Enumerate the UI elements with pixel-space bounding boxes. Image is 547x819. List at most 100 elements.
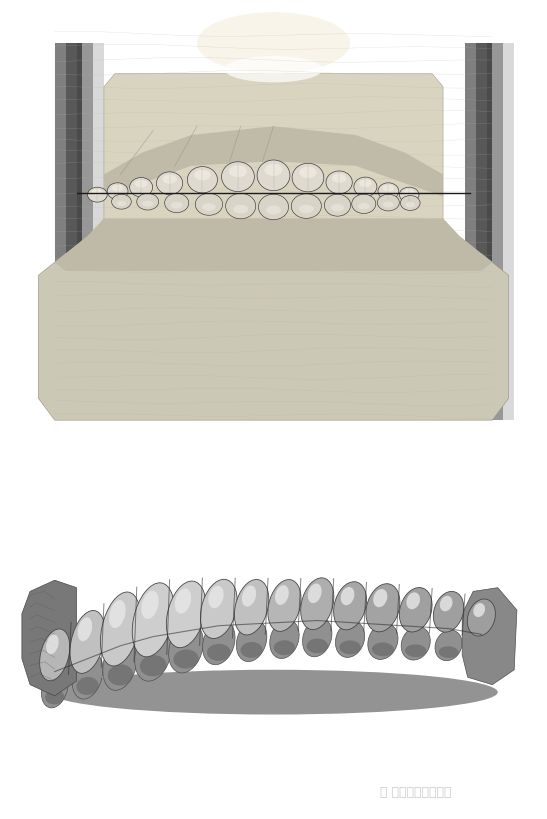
Ellipse shape [46,635,59,654]
Ellipse shape [39,629,70,681]
Ellipse shape [306,639,328,654]
Ellipse shape [299,168,317,179]
Ellipse shape [137,194,159,210]
Ellipse shape [383,186,394,192]
Ellipse shape [469,637,494,665]
Ellipse shape [352,195,376,215]
Ellipse shape [433,591,464,632]
Ellipse shape [202,204,216,211]
Ellipse shape [274,640,295,655]
Ellipse shape [166,581,206,648]
Ellipse shape [108,664,133,686]
Polygon shape [66,43,93,421]
Ellipse shape [270,620,299,658]
Ellipse shape [378,183,399,200]
Ellipse shape [292,164,324,192]
Ellipse shape [473,604,485,618]
Polygon shape [104,75,443,250]
Polygon shape [487,43,514,421]
Ellipse shape [241,642,263,658]
Ellipse shape [359,180,372,188]
Ellipse shape [266,206,281,215]
Ellipse shape [472,652,491,663]
Ellipse shape [440,596,452,612]
Ellipse shape [339,640,361,654]
Ellipse shape [308,584,322,604]
Text: 📱 浙一口腔正畸林军: 📱 浙一口腔正畸林军 [380,785,452,799]
Ellipse shape [168,623,203,673]
Ellipse shape [208,586,224,609]
Ellipse shape [401,627,430,660]
Ellipse shape [358,204,370,210]
Polygon shape [38,254,509,421]
Ellipse shape [299,206,314,214]
Ellipse shape [117,201,126,207]
Ellipse shape [92,190,103,196]
Ellipse shape [194,170,211,181]
Ellipse shape [335,622,365,658]
Ellipse shape [275,586,289,605]
Ellipse shape [224,57,323,84]
Ellipse shape [341,587,354,605]
Ellipse shape [332,174,346,183]
Ellipse shape [236,620,267,662]
Ellipse shape [195,194,223,216]
Ellipse shape [406,593,420,609]
Ellipse shape [135,626,172,681]
Ellipse shape [405,645,427,658]
Ellipse shape [368,623,398,659]
Ellipse shape [171,202,183,210]
Ellipse shape [435,631,462,661]
Ellipse shape [265,165,283,177]
Ellipse shape [235,580,269,636]
Polygon shape [104,127,443,197]
Polygon shape [476,43,503,421]
Ellipse shape [72,652,103,699]
Ellipse shape [103,635,138,690]
Ellipse shape [142,201,153,207]
Ellipse shape [354,178,377,197]
Ellipse shape [101,592,140,666]
Ellipse shape [207,644,231,661]
Ellipse shape [467,600,496,636]
Ellipse shape [383,202,394,208]
Ellipse shape [109,600,126,628]
Ellipse shape [78,618,92,641]
Ellipse shape [257,161,290,192]
Text: A: A [14,13,33,37]
Ellipse shape [242,586,256,607]
Ellipse shape [200,580,237,639]
Ellipse shape [77,677,98,695]
Ellipse shape [88,188,107,203]
Ellipse shape [197,13,350,75]
Ellipse shape [229,166,247,178]
Ellipse shape [135,181,148,188]
Ellipse shape [162,175,177,184]
Text: B: B [16,461,36,485]
Ellipse shape [132,583,174,657]
Ellipse shape [112,186,123,192]
Ellipse shape [130,179,153,197]
Ellipse shape [226,194,255,219]
Ellipse shape [399,588,432,632]
Polygon shape [22,581,77,696]
Ellipse shape [302,618,332,657]
Ellipse shape [140,655,166,676]
Ellipse shape [400,197,420,211]
Ellipse shape [202,621,235,665]
Ellipse shape [334,582,366,630]
Ellipse shape [404,190,415,196]
Ellipse shape [165,194,189,214]
Ellipse shape [70,611,105,673]
Ellipse shape [156,173,183,196]
Ellipse shape [45,690,65,704]
Ellipse shape [326,172,352,195]
Ellipse shape [49,670,498,715]
Polygon shape [465,43,492,421]
Ellipse shape [373,589,387,608]
Polygon shape [77,43,104,421]
Ellipse shape [233,206,248,215]
Ellipse shape [372,643,394,657]
Polygon shape [55,43,82,421]
Ellipse shape [439,646,458,658]
